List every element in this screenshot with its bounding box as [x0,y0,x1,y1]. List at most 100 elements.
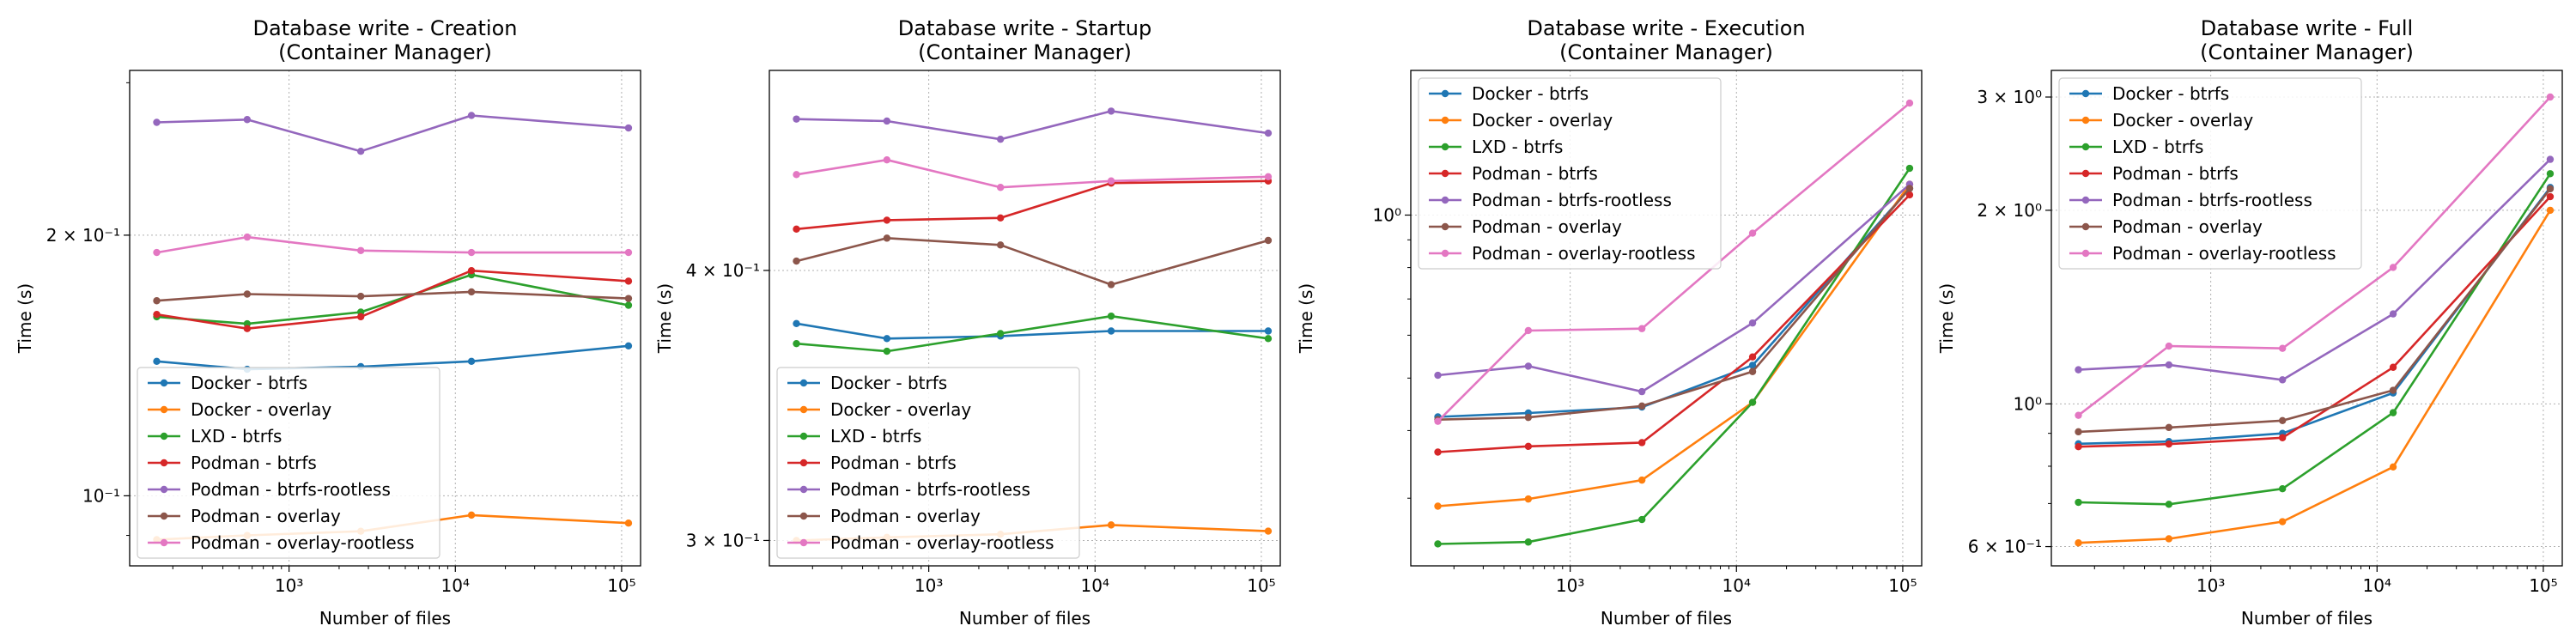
data-point [2546,93,2555,101]
legend-label: Podman - btrfs-rootless [830,479,1030,500]
legend-marker [2081,249,2090,258]
y-tick-label: 3 × 10⁻¹ [686,530,760,550]
data-point [243,290,252,298]
data-point [243,116,252,124]
data-point [2075,539,2082,547]
legend-marker [1441,196,1449,204]
x-tick-label: 10³ [1556,575,1584,596]
series-line-0 [796,322,1268,340]
series-line-0 [156,344,629,371]
series-line-6 [796,158,1269,189]
legend-label: Podman - btrfs-rootless [2112,190,2312,210]
legend-marker [799,459,808,467]
data-point [1434,502,1442,510]
chart-subtitle: (Container Manager) [278,40,492,64]
legend-box [137,367,440,559]
legend-label: Podman - btrfs [1472,163,1598,184]
legend-label: Podman - btrfs [830,453,957,473]
legend-marker [160,379,168,387]
x-tick-label: 10⁵ [607,575,635,596]
chart-panel-2: 10³ 10⁴ 10⁵ 4 × 10⁻¹ 3 × 10⁻¹ Database write … [654,16,1281,629]
x-tick-label: 10⁴ [441,575,470,596]
data-point [1434,371,1442,380]
y-tick-label: 10⁻¹ [82,485,120,506]
legend-marker [799,405,808,414]
data-point [2165,440,2173,448]
data-point [624,342,633,349]
data-point [153,310,161,319]
data-point [793,319,800,327]
legend-label: LXD - btrfs [830,426,921,447]
data-point [793,225,800,234]
data-point [1748,361,1757,369]
legend-marker [160,485,168,494]
legend: Docker - btrfs Docker - overlay LXD - btrf… [2058,77,2362,270]
legend-marker [2081,222,2090,231]
series-line-3 [796,179,1269,231]
data-point [2278,485,2287,493]
data-point [883,216,891,224]
data-point [1637,402,1646,410]
y-tick-label: 4 × 10⁻¹ [686,260,760,281]
series-line-6 [156,235,629,254]
legend-marker [160,432,168,440]
data-point [1107,107,1115,115]
data-point [356,292,365,301]
legend-marker [2081,143,2090,151]
series-line-3 [156,269,629,331]
data-point [624,248,633,257]
legend-box [2058,77,2362,270]
x-tick-label: 10⁵ [2529,575,2557,596]
data-point [1264,527,1273,535]
legend-marker [799,538,808,547]
data-point [1524,442,1533,451]
legend-label: Docker - btrfs [191,373,307,393]
legend-marker [2081,169,2090,178]
data-point [1107,177,1115,185]
legend-marker [1441,169,1449,178]
legend-box [776,367,1080,559]
data-point [1264,129,1273,137]
data-point [793,171,800,179]
data-point [624,301,633,309]
data-point [2546,192,2555,201]
data-point [1637,325,1646,332]
chart-title: Database write - Startup [898,16,1151,40]
legend-marker [160,459,168,467]
data-point [1524,362,1533,370]
chart-subtitle: (Container Manager) [1559,40,1773,64]
chart-title: Database write - Execution [1527,16,1805,40]
data-point [996,214,1005,222]
legend-marker [2081,116,2090,125]
axes-frame [769,70,1281,567]
data-point [153,357,161,365]
data-point [1107,327,1115,335]
data-point [243,233,252,241]
legend-marker [1441,89,1449,98]
chart-subtitle: (Container Manager) [2200,40,2414,64]
legend-label: Podman - btrfs-rootless [191,479,391,500]
legend-marker [1441,249,1449,258]
data-point [2075,498,2082,507]
legend-label: Docker - btrfs [2112,83,2229,104]
data-point [2546,170,2555,178]
data-point [624,277,633,285]
legend-marker [1441,222,1449,231]
legend-marker [799,512,808,520]
legend-label: Docker - btrfs [1472,83,1589,104]
data-point [996,241,1005,249]
legend-marker [1441,116,1449,125]
data-point [243,325,252,332]
legend-label: LXD - btrfs [191,426,282,447]
x-tick-label: 10³ [914,575,943,596]
x-axis-label: Number of files [319,608,451,629]
x-tick-label: 10⁴ [1722,575,1751,596]
data-point [793,115,800,123]
legend-label: Podman - overlay [830,506,981,526]
data-point [2389,386,2397,394]
legend-label: Docker - overlay [2112,110,2253,131]
legend-label: Podman - overlay-rootless [830,532,1054,553]
data-point [2389,363,2397,371]
data-point [1524,413,1533,422]
